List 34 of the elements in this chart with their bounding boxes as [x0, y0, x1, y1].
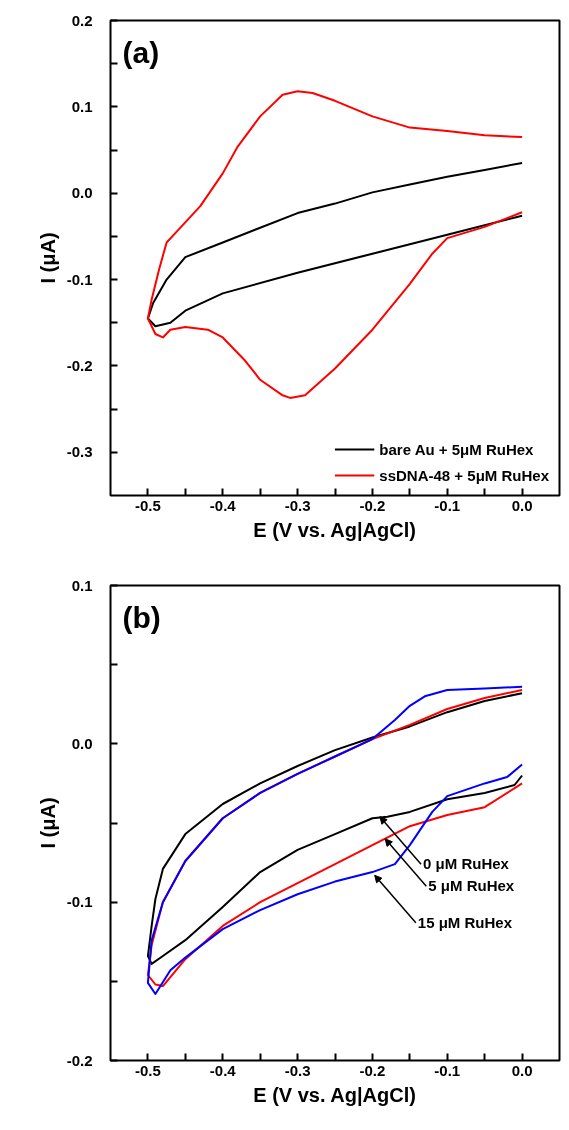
text: (b) [122, 600, 161, 634]
annotation: 5 μM RuHex [428, 877, 515, 895]
y-axis-title: I (μA) [36, 797, 59, 849]
y-tick-label: 0.1 [71, 576, 93, 594]
x-tick-label: -0.5 [134, 496, 161, 514]
x-tick-label: -0.3 [284, 1061, 311, 1079]
annotation: 0 μM RuHex [423, 855, 510, 873]
x-tick-label: 0.0 [511, 496, 533, 514]
annotation: 15 μM RuHex [417, 913, 513, 931]
x-tick-label: -0.4 [209, 1061, 237, 1079]
x-tick-label: -0.4 [209, 496, 237, 514]
x-tick-label: -0.2 [359, 496, 386, 514]
y-tick-label: 0.2 [71, 11, 93, 29]
y-tick-label: -0.1 [66, 270, 93, 288]
y-axis-title: I (μA) [36, 232, 59, 284]
x-axis-title: E (V vs. Ag|AgCl) [253, 1083, 416, 1106]
y-tick-label: -0.3 [66, 443, 93, 461]
y-tick-label: 0.0 [71, 734, 93, 752]
x-tick-label: -0.1 [434, 1061, 461, 1079]
x-tick-label: -0.2 [359, 1061, 386, 1079]
x-axis-title: E (V vs. Ag|AgCl) [253, 518, 416, 541]
legend-label: bare Au + 5μM RuHex [379, 440, 534, 458]
y-tick-label: 0.0 [71, 184, 93, 202]
y-tick-label: 0.1 [71, 97, 93, 115]
x-tick-label: -0.3 [284, 496, 311, 514]
y-tick-label: -0.1 [66, 893, 93, 911]
x-tick-label: -0.5 [134, 1061, 161, 1079]
line-series [146, 162, 524, 328]
line-series [146, 90, 524, 399]
text: (a) [122, 35, 160, 69]
x-tick-label: 0.0 [511, 1061, 533, 1079]
legend-label: ssDNA-48 + 5μM RuHex [379, 466, 549, 484]
y-tick-label: -0.2 [66, 356, 93, 374]
x-tick-label: -0.1 [434, 496, 461, 514]
